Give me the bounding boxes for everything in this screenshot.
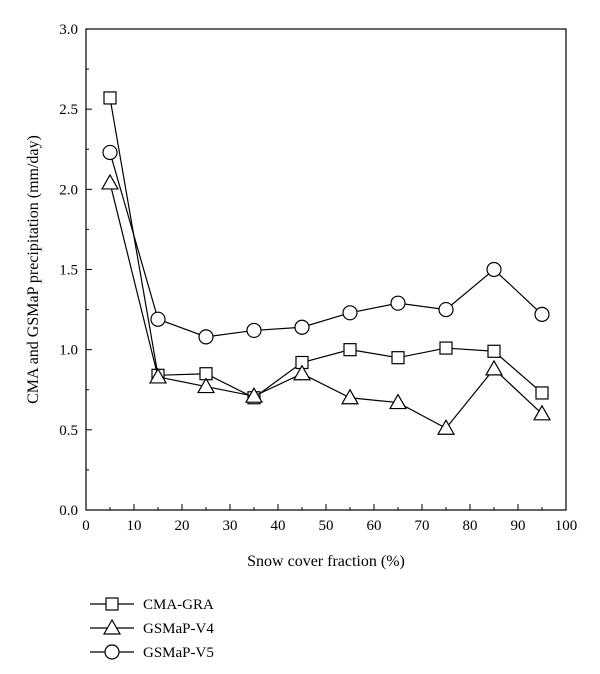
series-gsmap-v4 xyxy=(100,173,552,435)
series-line-gsmap-v5 xyxy=(109,152,543,338)
series-line-gsmap-v4 xyxy=(109,182,543,429)
data-point-gsmap-v5 xyxy=(102,144,118,161)
data-point-gsmap-v5 xyxy=(294,319,310,335)
legend-label: GSMaP-V5 xyxy=(143,645,214,661)
y-axis-title: CMA and GSMaP precipitation (mm/day) xyxy=(25,135,42,404)
x-tick-label: 0 xyxy=(82,518,90,534)
x-tick-label: 10 xyxy=(127,518,142,534)
data-point-gsmap-v5 xyxy=(486,261,502,278)
data-point-cma-gra xyxy=(535,386,549,400)
x-tick-label: 80 xyxy=(463,518,478,534)
series-layer xyxy=(100,91,552,435)
data-point-gsmap-v4 xyxy=(436,419,456,435)
data-point-gsmap-v5 xyxy=(150,311,166,327)
y-axis-ticks: 0.0 0.5 1.0 1.5 2.0 2.5 3.0 xyxy=(59,22,92,519)
y-tick-label: 3.0 xyxy=(59,22,78,38)
series-gsmap-v5 xyxy=(102,144,550,345)
x-axis-title: Snow cover fraction (%) xyxy=(247,553,405,570)
data-point-cma-gra xyxy=(439,341,453,355)
legend-label: GSMaP-V4 xyxy=(143,621,214,637)
data-point-gsmap-v4 xyxy=(484,359,504,376)
x-tick-label: 100 xyxy=(555,518,578,534)
y-tick-label: 2.0 xyxy=(59,182,78,198)
data-point-gsmap-v5 xyxy=(246,322,262,339)
x-tick-label: 90 xyxy=(511,518,526,534)
x-tick-label: 30 xyxy=(223,518,238,534)
y-tick-label: 1.0 xyxy=(59,343,78,359)
legend-marker-cma-gra xyxy=(105,597,119,611)
data-point-cma-gra xyxy=(487,344,501,358)
y-tick-label: 0.5 xyxy=(59,423,78,439)
data-point-cma-gra xyxy=(391,351,405,365)
y-tick-label: 1.5 xyxy=(59,263,78,279)
legend: CMA-GRA GSMaP-V4 GSMaP-V5 xyxy=(90,597,214,661)
x-tick-label: 20 xyxy=(175,518,190,534)
legend-item-cma-gra: CMA-GRA xyxy=(90,597,214,613)
x-axis-ticks: 0 10 20 30 40 50 60 70 80 90 100 xyxy=(82,504,577,534)
series-line-cma-gra xyxy=(109,97,543,399)
data-point-gsmap-v4 xyxy=(532,404,552,421)
data-point-gsmap-v4 xyxy=(196,377,216,394)
data-point-gsmap-v4 xyxy=(340,388,360,405)
x-tick-label: 60 xyxy=(367,518,382,534)
data-point-gsmap-v4 xyxy=(292,364,312,381)
legend-item-gsmap-v4: GSMaP-V4 xyxy=(90,618,214,637)
data-point-gsmap-v4 xyxy=(388,393,408,410)
legend-item-gsmap-v5: GSMaP-V5 xyxy=(90,644,214,661)
data-point-gsmap-v5 xyxy=(390,295,406,311)
legend-label: CMA-GRA xyxy=(143,597,214,613)
x-tick-label: 50 xyxy=(319,518,334,534)
data-point-gsmap-v5 xyxy=(342,305,358,321)
y-tick-label: 2.5 xyxy=(59,102,78,118)
data-point-gsmap-v5 xyxy=(438,301,454,318)
data-point-gsmap-v4 xyxy=(148,367,168,384)
legend-marker-gsmap-v4 xyxy=(102,618,122,635)
data-point-gsmap-v4 xyxy=(244,386,264,403)
data-point-cma-gra xyxy=(343,343,357,357)
data-point-gsmap-v4 xyxy=(100,173,120,190)
y-tick-label: 0.0 xyxy=(59,503,78,519)
data-point-gsmap-v5 xyxy=(198,329,214,345)
legend-marker-gsmap-v5 xyxy=(104,644,120,660)
x-tick-label: 70 xyxy=(415,518,430,534)
x-tick-label: 40 xyxy=(271,518,286,534)
data-point-cma-gra xyxy=(103,91,117,105)
data-point-gsmap-v5 xyxy=(534,306,550,322)
